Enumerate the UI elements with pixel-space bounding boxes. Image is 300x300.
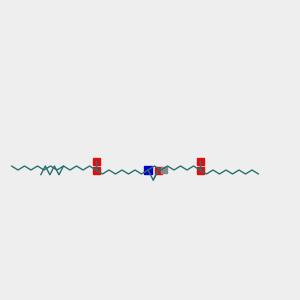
Bar [196, 167, 203, 173]
Bar [196, 158, 203, 164]
Bar [92, 158, 100, 164]
Bar [144, 166, 152, 174]
Bar [92, 167, 100, 173]
Bar [155, 167, 162, 173]
Bar [161, 167, 167, 173]
